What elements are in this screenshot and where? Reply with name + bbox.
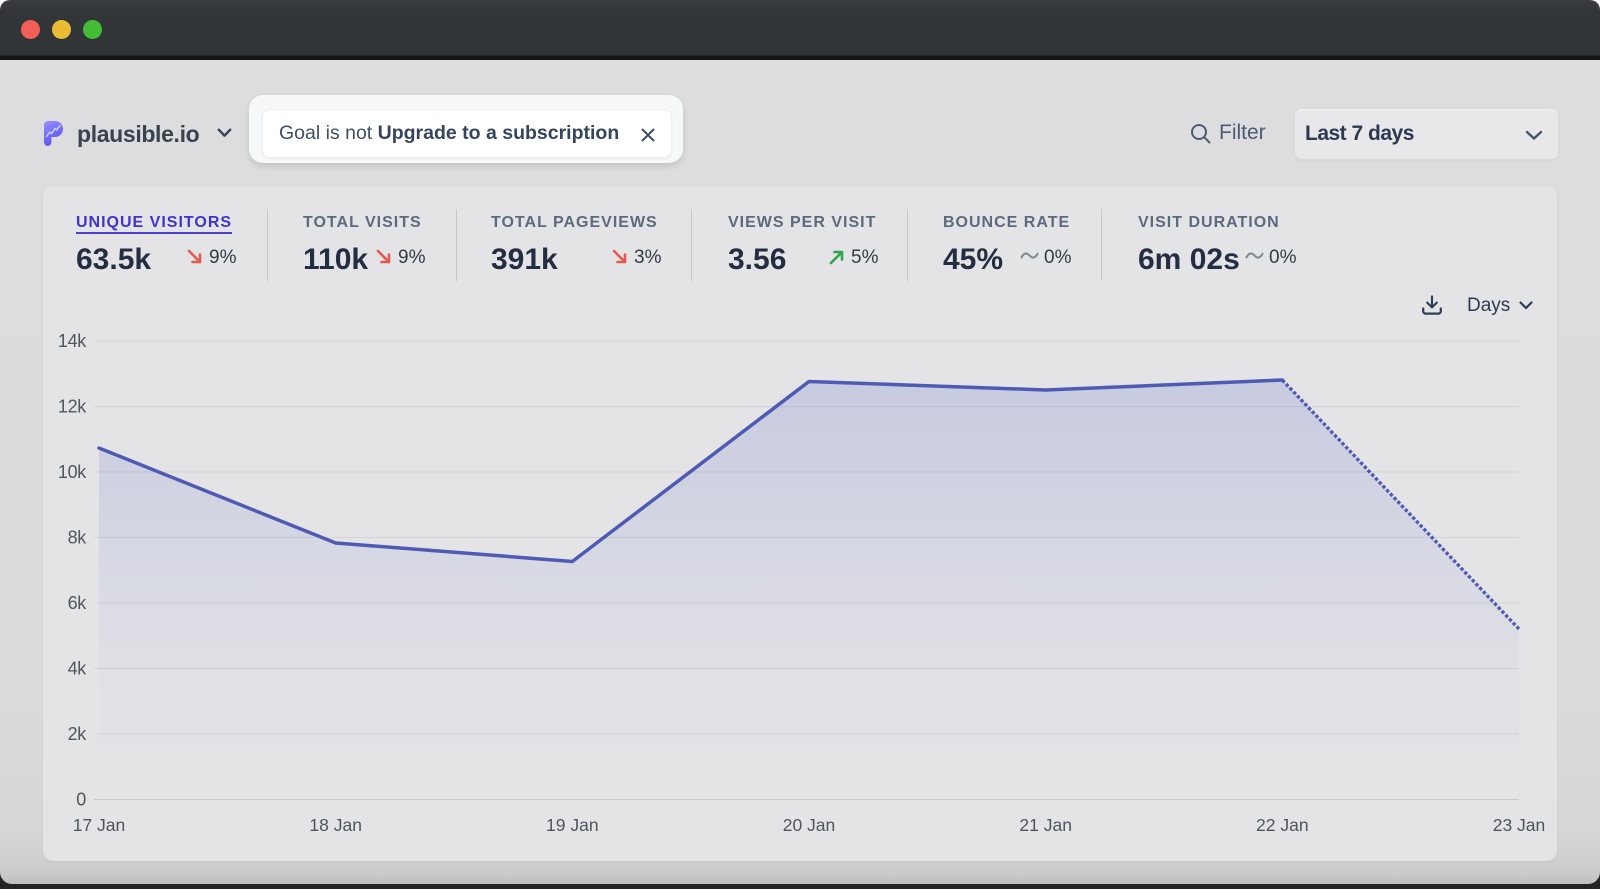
svg-text:6k: 6k: [68, 593, 88, 613]
svg-text:19 Jan: 19 Jan: [546, 815, 599, 835]
svg-text:8k: 8k: [68, 528, 88, 548]
svg-text:4k: 4k: [68, 659, 88, 679]
svg-text:12k: 12k: [58, 397, 87, 417]
svg-text:0: 0: [76, 790, 86, 810]
svg-text:14k: 14k: [58, 331, 87, 351]
svg-text:20 Jan: 20 Jan: [783, 815, 836, 835]
svg-text:21 Jan: 21 Jan: [1019, 815, 1072, 835]
svg-text:22 Jan: 22 Jan: [1256, 815, 1309, 835]
svg-text:23 Jan: 23 Jan: [1493, 815, 1546, 835]
svg-text:17 Jan: 17 Jan: [73, 815, 126, 835]
svg-text:2k: 2k: [68, 724, 88, 744]
svg-text:18 Jan: 18 Jan: [309, 815, 362, 835]
svg-text:10k: 10k: [58, 462, 87, 482]
